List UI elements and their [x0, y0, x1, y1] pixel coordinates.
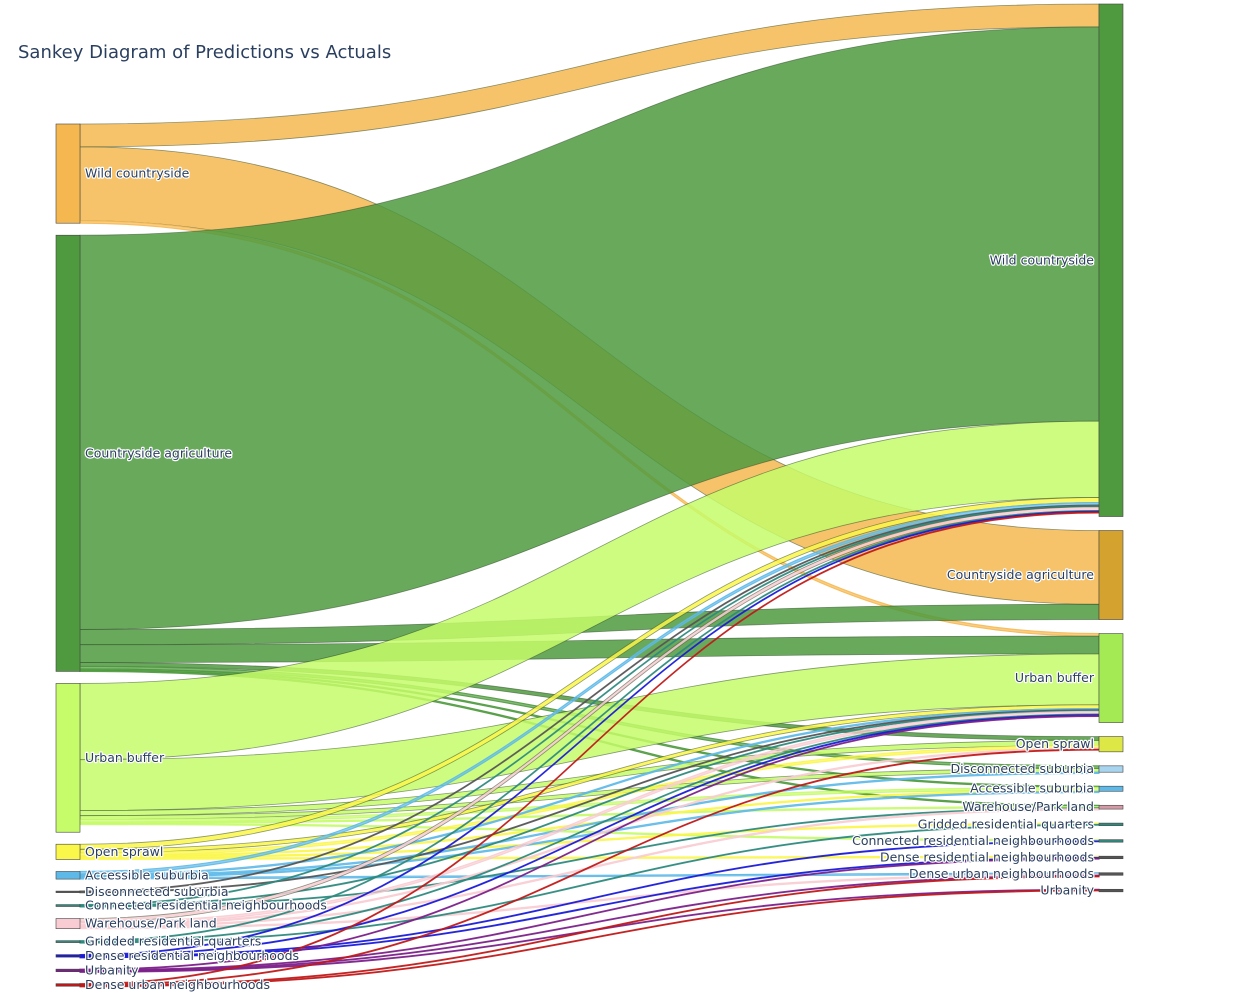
- source-node-disconnected-suburbia[interactable]: [55, 890, 81, 893]
- flow-urbanity-to-dense-residential-neighbourhoods[interactable]: [79, 857, 1100, 972]
- source-label-disconnected-suburbia: Disconnected suburbia: [85, 884, 229, 899]
- flow-dense-urban-neighbourhoods-to-dense-urban-neighbourhoods[interactable]: [79, 875, 1100, 987]
- target-label-urbanity: Urbanity: [1040, 883, 1094, 898]
- target-label-warehouse-park-land: Warehouse/Park land: [962, 799, 1094, 814]
- target-label-urban-buffer: Urban buffer: [1015, 670, 1095, 685]
- source-label-dense-urban-neighbourhoods: Dense urban neighbourhoods: [85, 977, 270, 992]
- target-label-countryside-agriculture: Countryside agriculture: [947, 567, 1094, 582]
- target-node-warehouse-park-land[interactable]: [1098, 804, 1124, 810]
- source-node-countryside-agriculture[interactable]: [55, 234, 81, 672]
- target-node-disconnected-suburbia[interactable]: [1098, 765, 1124, 773]
- target-node-dense-urban-neighbourhoods[interactable]: [1098, 872, 1124, 876]
- target-node-accessible-suburbia[interactable]: [1098, 785, 1124, 792]
- chart-title: Sankey Diagram of Predictions vs Actuals: [18, 42, 392, 63]
- source-label-gridded-residential-quarters: Gridded residential quarters: [85, 934, 261, 949]
- node-labels: Wild countryside Countryside agriculture U…: [84, 164, 1096, 993]
- target-node-gridded-residential-quarters[interactable]: [1098, 822, 1124, 826]
- target-node-urban-buffer[interactable]: [1098, 633, 1124, 723]
- source-label-urban-buffer: Urban buffer: [85, 750, 165, 765]
- source-node-accessible-suburbia[interactable]: [55, 871, 81, 880]
- source-label-connected-residential-neighbourhoods: Connected residential neighbourhoods: [85, 898, 327, 913]
- target-node-wild-countryside[interactable]: [1098, 3, 1124, 517]
- target-node-urbanity[interactable]: [1098, 888, 1124, 893]
- target-label-connected-residential-neighbourhoods: Connected residential neighbourhoods: [852, 833, 1094, 848]
- flow-links: [79, 3, 1100, 988]
- source-label-urbanity: Urbanity: [85, 962, 139, 977]
- source-node-gridded-residential-quarters[interactable]: [55, 940, 81, 943]
- source-label-countryside-agriculture: Countryside agriculture: [85, 445, 232, 460]
- target-node-connected-residential-neighbourhoods[interactable]: [1098, 839, 1124, 843]
- source-node-urban-buffer[interactable]: [55, 683, 81, 833]
- target-label-disconnected-suburbia: Disconnected suburbia: [950, 761, 1094, 776]
- target-label-accessible-suburbia: Accessible suburbia: [970, 781, 1094, 796]
- target-label-gridded-residential-quarters: Gridded residential quarters: [918, 816, 1094, 831]
- source-label-warehouse-park-land: Warehouse/Park land: [85, 916, 217, 931]
- target-label-open-sprawl: Open sprawl: [1016, 736, 1094, 751]
- target-node-open-sprawl[interactable]: [1098, 736, 1124, 753]
- target-label-dense-residential-neighbourhoods: Dense residential neighbourhoods: [880, 849, 1094, 864]
- target-node-dense-residential-neighbourhoods[interactable]: [1098, 855, 1124, 860]
- target-label-dense-urban-neighbourhoods: Dense urban neighbourhoods: [909, 866, 1094, 881]
- flow-accessible-suburbia-to-disconnected-suburbia[interactable]: [79, 771, 1100, 878]
- target-node-countryside-agriculture[interactable]: [1098, 530, 1124, 620]
- source-node-urbanity[interactable]: [55, 968, 81, 972]
- source-node-wild-countryside[interactable]: [55, 123, 81, 224]
- source-label-dense-residential-neighbourhoods: Dense residential neighbourhoods: [85, 948, 299, 963]
- source-node-warehouse-park-land[interactable]: [55, 918, 81, 929]
- source-node-open-sprawl[interactable]: [55, 843, 81, 860]
- source-label-wild-countryside: Wild countryside: [85, 166, 190, 181]
- nodes: [55, 3, 1124, 987]
- source-node-dense-residential-neighbourhoods[interactable]: [55, 954, 81, 958]
- source-node-dense-urban-neighbourhoods[interactable]: [55, 983, 81, 987]
- source-label-accessible-suburbia: Accessible suburbia: [85, 867, 209, 882]
- source-node-connected-residential-neighbourhoods[interactable]: [55, 904, 81, 907]
- source-label-open-sprawl: Open sprawl: [85, 844, 163, 859]
- target-label-wild-countryside: Wild countryside: [990, 252, 1095, 267]
